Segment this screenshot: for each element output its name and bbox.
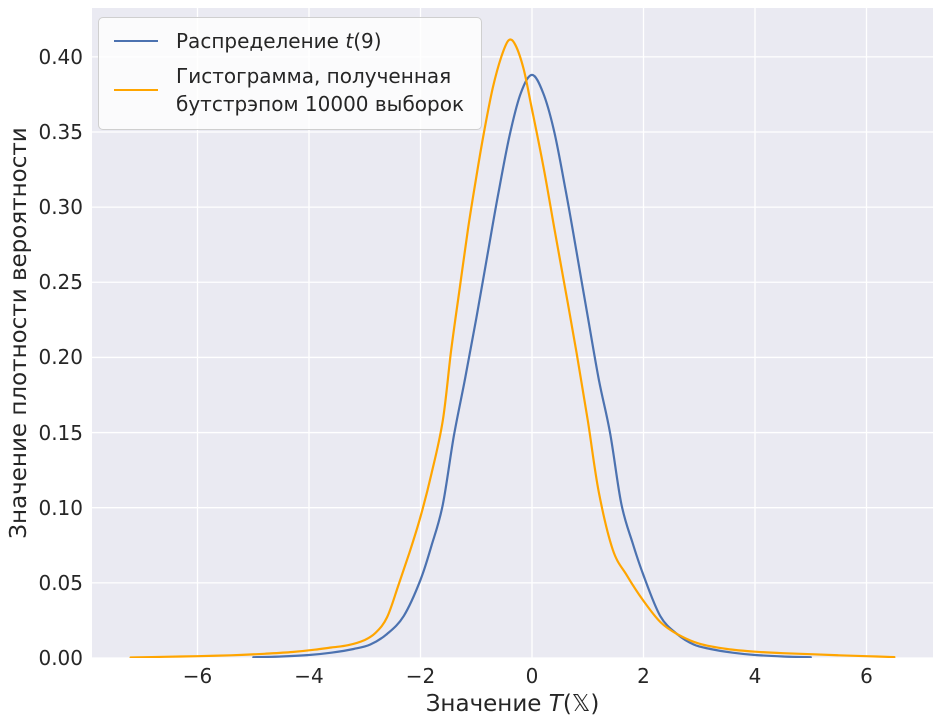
y-tick-label: 0.30 — [38, 195, 83, 220]
y-axis-label: Значение плотности вероятности — [6, 127, 32, 539]
legend-label-t9: Распределение t(9) — [176, 29, 382, 53]
y-tick-label: 0.10 — [38, 495, 83, 520]
legend-label-bootstrap: Гистограмма, полученная бутстрэпом 10000 … — [176, 64, 465, 116]
legend-item-bootstrap: Гистограмма, полученная бутстрэпом 10000 … — [114, 62, 464, 118]
x-tick-label: −6 — [182, 664, 213, 688]
y-tick-label: 0.25 — [38, 270, 83, 295]
x-tick-label: −4 — [294, 664, 324, 688]
y-tick-label: 0.00 — [38, 646, 83, 670]
x-tick-label: 6 — [860, 664, 873, 688]
x-axis-label: Значение T(𝕏) — [425, 691, 600, 717]
y-tick-label: 0.15 — [38, 420, 83, 445]
x-tick-label: 0 — [525, 664, 539, 688]
legend-item-t9: Распределение t(9) — [114, 27, 464, 55]
y-tick-label: 0.20 — [38, 345, 83, 370]
y-tick-label: 0.35 — [38, 119, 83, 144]
x-tick-label: 4 — [748, 664, 762, 688]
legend-line-swatch-bootstrap — [114, 89, 158, 91]
legend: Распределение t(9) Гистограмма, полученн… — [98, 17, 483, 130]
x-tick-label: 2 — [637, 664, 650, 688]
series-line-1 — [129, 38, 896, 658]
x-tick-label: −2 — [405, 664, 436, 688]
legend-line-swatch-t9 — [114, 40, 158, 42]
y-tick-label: 0.05 — [38, 570, 83, 595]
y-tick-label: 0.40 — [38, 44, 83, 69]
